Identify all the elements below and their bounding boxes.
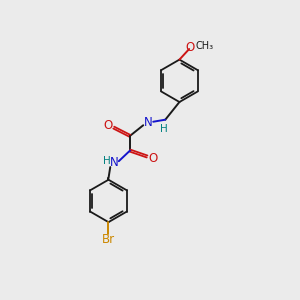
Text: Br: Br [102,233,115,246]
Text: CH₃: CH₃ [196,41,214,51]
Text: O: O [148,152,158,165]
Text: O: O [104,119,113,132]
Text: O: O [185,41,194,54]
Text: H: H [103,156,111,166]
Text: N: N [144,116,153,129]
Text: N: N [110,157,118,169]
Text: H: H [160,124,167,134]
